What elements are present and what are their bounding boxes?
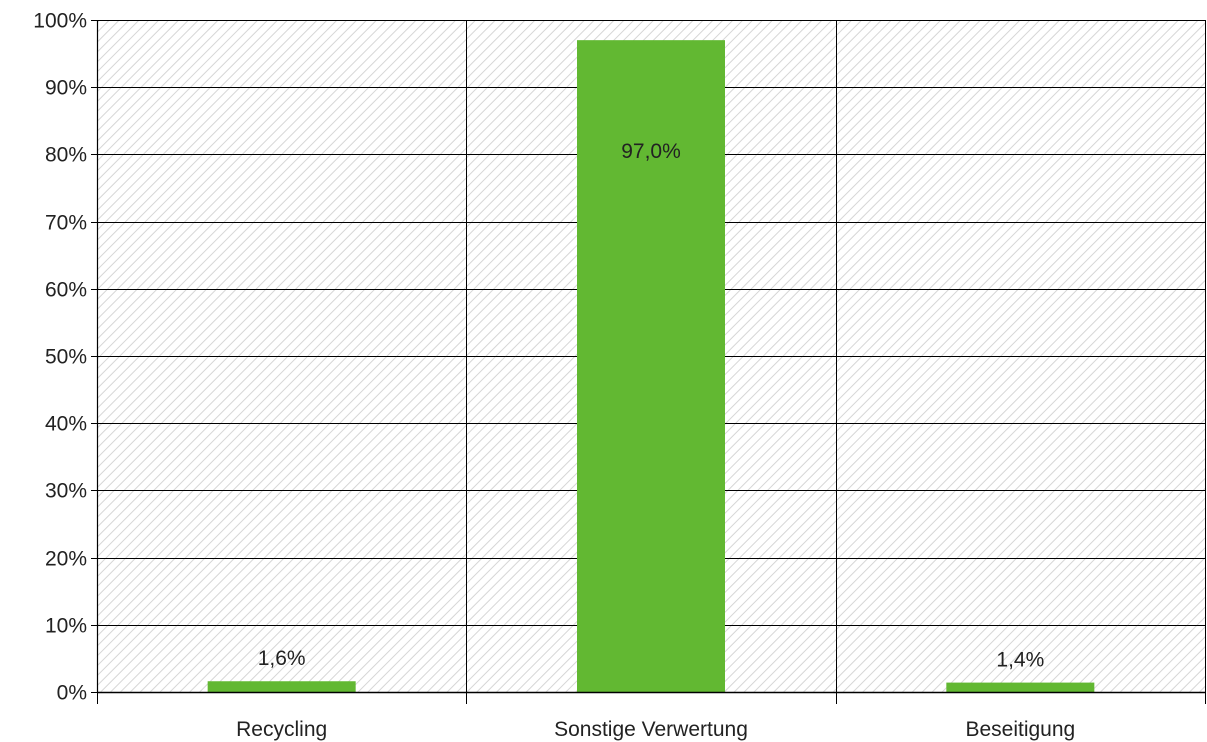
y-tick-label: 80%	[45, 144, 87, 167]
category-label: Sonstige Verwertung	[554, 718, 748, 741]
data-label: 1,6%	[258, 647, 306, 670]
y-tick-label: 40%	[45, 413, 87, 436]
y-tick-label: 70%	[45, 212, 87, 235]
bar	[946, 682, 1095, 692]
y-tick-label: 20%	[45, 548, 87, 571]
data-label: 1,4%	[996, 649, 1044, 672]
bar	[207, 681, 356, 692]
axes	[91, 20, 1205, 694]
bar	[577, 40, 725, 693]
y-tick-label: 10%	[45, 615, 87, 638]
y-tick-label: 0%	[57, 682, 87, 705]
y-tick-label: 90%	[45, 77, 87, 100]
data-label: 97,0%	[621, 140, 681, 163]
category-label: Recycling	[236, 718, 327, 741]
y-tick-label: 30%	[45, 480, 87, 503]
labels: 0% 10% 20% 30% 40% 50% 60% 70% 80% 90% 100% 1,6% Rec…	[33, 10, 1075, 742]
y-tick-label: 60%	[45, 279, 87, 302]
y-tick-label: 100%	[33, 10, 87, 33]
bars	[207, 40, 1095, 693]
category-label: Beseitigung	[965, 718, 1075, 741]
y-tick-label: 50%	[45, 346, 87, 369]
